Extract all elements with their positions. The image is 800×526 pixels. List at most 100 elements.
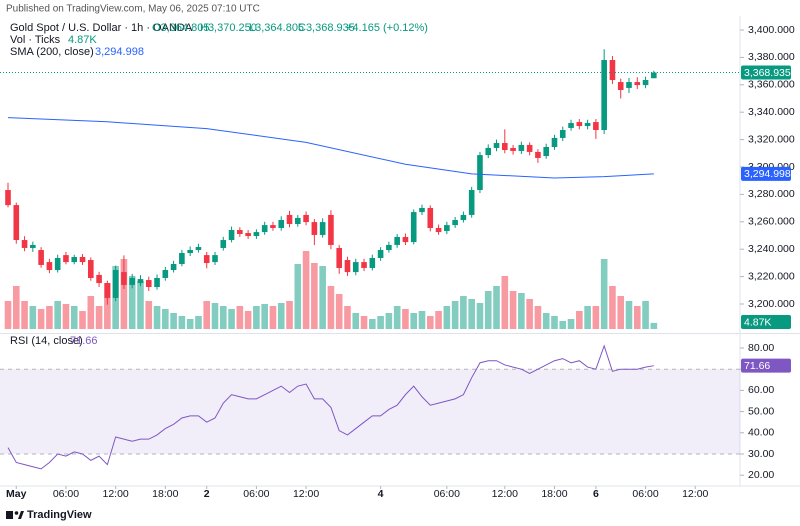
- volume-bar: [302, 251, 310, 329]
- candle-body: [452, 220, 458, 226]
- volume-bar: [62, 304, 70, 329]
- candle-body: [593, 122, 599, 131]
- y-tick-label: 3,320.000: [748, 133, 795, 145]
- candle-body: [162, 270, 169, 278]
- candle-body: [129, 277, 135, 285]
- volume-bar: [236, 306, 244, 329]
- x-tick-label: 06:00: [243, 488, 269, 500]
- candle-body: [179, 253, 185, 264]
- volume-bar: [253, 306, 260, 329]
- volume-bar: [70, 306, 78, 329]
- volume-bar: [468, 299, 475, 329]
- candle-body: [38, 250, 44, 265]
- volume-bar: [567, 319, 575, 329]
- volume-bar: [319, 266, 326, 329]
- legend-change: +4.165 (+0.12%): [346, 22, 428, 34]
- rsi-legend-value: 71.66: [70, 335, 98, 347]
- rsi-legend: RSI (14, close): [10, 335, 83, 347]
- candle-body: [46, 262, 53, 271]
- sma-legend-value: 3,294.998: [95, 46, 144, 58]
- candle-body: [295, 217, 301, 224]
- sma-legend: SMA (200, close): [10, 46, 94, 58]
- x-tick-label: 6: [593, 488, 599, 500]
- x-tick-label: 06:00: [53, 488, 79, 500]
- candle-body: [170, 263, 177, 271]
- volume-bar: [377, 316, 384, 329]
- volume-bar: [261, 304, 268, 329]
- volume-bar: [584, 306, 591, 329]
- x-tick-label: 12:00: [102, 488, 128, 500]
- candle-body: [485, 147, 492, 156]
- volume-bar: [385, 313, 393, 329]
- volume-bar: [476, 303, 484, 329]
- rsi-line: [7, 344, 654, 470]
- candle-body: [261, 225, 268, 233]
- candle-body: [203, 255, 210, 264]
- published: Published on TradingView.com, May 06, 20…: [6, 4, 260, 15]
- volume-bar: [21, 301, 28, 329]
- volume-bar: [219, 306, 227, 329]
- price-tag-box: [741, 65, 791, 80]
- volume-bar: [4, 301, 12, 329]
- volume-bar: [352, 313, 360, 329]
- volume-bar: [600, 259, 608, 329]
- volume-bar: [286, 301, 293, 329]
- candle-body: [551, 137, 558, 147]
- volume-tag-box: [741, 315, 791, 329]
- y-tick-label: 3,260.000: [748, 216, 795, 228]
- candle-body: [286, 214, 293, 224]
- volume-bar: [435, 311, 442, 329]
- y-tick-label: 3,400.000: [748, 24, 795, 36]
- candle-body: [634, 82, 641, 86]
- volume-bar: [186, 319, 194, 329]
- candle-body: [319, 222, 326, 235]
- candle-body: [311, 222, 318, 235]
- candle-body: [96, 274, 102, 284]
- candle-body: [195, 247, 202, 251]
- volume-bar: [451, 301, 459, 329]
- volume-bar: [443, 306, 451, 329]
- logo: [6, 511, 24, 519]
- volume-bar: [592, 306, 600, 329]
- volume-bar: [650, 322, 658, 329]
- legend-low: L3,364.805: [249, 22, 304, 34]
- x-tick-label: May: [6, 488, 27, 500]
- volume-bar: [137, 281, 144, 329]
- candle-body: [104, 283, 111, 298]
- logo-part: [18, 511, 24, 519]
- volume-bar: [534, 306, 542, 329]
- candle-body: [245, 233, 251, 237]
- candle-body: [601, 60, 607, 131]
- candle-body: [394, 237, 400, 245]
- candle-body: [642, 80, 649, 86]
- candle-body: [518, 144, 525, 151]
- candle-body: [30, 244, 36, 248]
- volume-bar: [195, 316, 202, 329]
- volume-bar: [228, 309, 235, 329]
- volume-bar: [54, 301, 61, 329]
- candle-body: [493, 143, 500, 148]
- candle-body: [13, 205, 20, 241]
- rsi-tick-label: 80.00: [748, 342, 774, 354]
- x-tick-label: 18:00: [152, 488, 178, 500]
- volume-bar: [418, 311, 426, 329]
- volume-bar: [369, 319, 376, 329]
- volume-bar: [46, 306, 53, 329]
- y-tick-label: 3,340.000: [748, 106, 795, 118]
- x-tick-label: 2: [204, 488, 210, 500]
- y-tick-label: 3,200.000: [748, 298, 795, 310]
- volume-bar: [633, 306, 641, 329]
- volume-bar: [526, 299, 533, 329]
- volume-bar: [104, 283, 111, 329]
- candle-body: [526, 144, 533, 152]
- volume-bar: [460, 296, 467, 329]
- volume-bar: [178, 316, 186, 329]
- rsi-tick-label: 50.00: [748, 405, 774, 417]
- rsi-tick-label: 30.00: [748, 448, 774, 460]
- sma-tag-box: [741, 166, 791, 181]
- sma-line: [7, 117, 654, 179]
- x-tick-label: 12:00: [682, 488, 708, 500]
- candle-body: [609, 60, 616, 81]
- rsi-tag: 71.66: [744, 360, 770, 372]
- candle-body: [187, 250, 193, 254]
